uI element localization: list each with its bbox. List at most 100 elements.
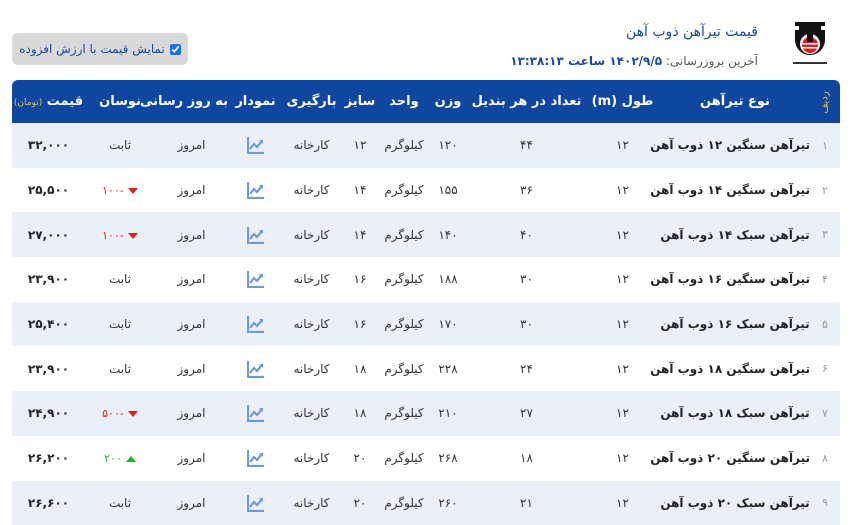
beam-type: تیرآهن سنگین ۱۶ ذوب آهن <box>660 257 810 302</box>
update: امروز <box>155 168 228 213</box>
vat-checkbox[interactable] <box>170 44 181 55</box>
bundle-count: ۳۶ <box>468 168 585 213</box>
length: ۱۲ <box>585 168 660 213</box>
update: امروز <box>155 257 228 302</box>
fluct-down: -۵۰۰ <box>102 407 138 420</box>
size: ۲۰ <box>340 436 380 481</box>
weight: ۱۵۵ <box>428 168 468 213</box>
chart-icon[interactable] <box>247 406 265 420</box>
fluct-flat: ثابت <box>109 362 131 376</box>
col-unit: واحد <box>380 80 428 123</box>
chart-icon[interactable] <box>247 451 265 465</box>
row-index: ۷ <box>810 391 840 436</box>
chart-icon[interactable] <box>247 317 265 331</box>
chart-button[interactable] <box>228 123 283 168</box>
length: ۱۲ <box>585 436 660 481</box>
fluct-up: ۲۰۰ <box>104 452 136 465</box>
update: امروز <box>155 436 228 481</box>
chart-button[interactable] <box>228 481 283 525</box>
col-update: به روز رسانی <box>155 80 228 123</box>
row-index: ۸ <box>810 436 840 481</box>
last-updated-value: ۱۴۰۲/۹/۵ ساعت ۱۳:۳۸:۱۳ <box>510 54 662 68</box>
size: ۱۴ <box>340 168 380 213</box>
unit: کیلوگرم <box>380 212 428 257</box>
length: ۱۲ <box>585 302 660 347</box>
fluctuation: ۲۰۰ <box>85 436 155 481</box>
chart-icon[interactable] <box>247 272 265 286</box>
price: ۲۵,۴۰۰ <box>12 302 85 347</box>
fluct-down: -۱۰۰ <box>102 229 138 242</box>
chart-icon[interactable] <box>247 138 265 152</box>
price: ۲۴,۹۰۰ <box>12 391 85 436</box>
col-count: تعداد در هر بندیل <box>468 80 585 123</box>
fluctuation: ثابت <box>85 123 155 168</box>
fluct-flat: ثابت <box>109 496 131 510</box>
fluct-flat: ثابت <box>109 272 131 286</box>
unit: کیلوگرم <box>380 123 428 168</box>
loading: کارخانه <box>283 168 340 213</box>
bundle-count: ۴۴ <box>468 123 585 168</box>
col-size: سایز <box>340 80 380 123</box>
update: امروز <box>155 212 228 257</box>
update: امروز <box>155 391 228 436</box>
down-arrow-icon <box>128 188 138 194</box>
chart-icon[interactable] <box>247 495 265 509</box>
col-price: قیمت (تومان) <box>12 80 85 123</box>
col-radif: ردیف <box>810 80 840 123</box>
vat-label: نمایش قیمت با ارزش افزوده <box>19 42 165 56</box>
chart-button[interactable] <box>228 168 283 213</box>
vat-toggle[interactable]: نمایش قیمت با ارزش افزوده <box>12 33 188 65</box>
row-index: ۹ <box>810 481 840 525</box>
col-loading: بارگیری <box>283 80 340 123</box>
last-updated: آخرین بروزرسانی: ۱۴۰۲/۹/۵ ساعت ۱۳:۳۸:۱۳ <box>510 54 758 68</box>
chart-icon[interactable] <box>247 183 265 197</box>
length: ۱۲ <box>585 481 660 525</box>
bundle-count: ۲۴ <box>468 346 585 391</box>
row-index: ۲ <box>810 168 840 213</box>
loading: کارخانه <box>283 212 340 257</box>
chart-button[interactable] <box>228 346 283 391</box>
size: ۱۸ <box>340 391 380 436</box>
beam-type: تیرآهن سبک ۱۴ ذوب آهن <box>660 212 810 257</box>
update: امروز <box>155 302 228 347</box>
bundle-count: ۳۰ <box>468 257 585 302</box>
weight: ۱۴۰ <box>428 212 468 257</box>
fluct-flat: ثابت <box>109 317 131 331</box>
loading: کارخانه <box>283 123 340 168</box>
chart-button[interactable] <box>228 436 283 481</box>
fluct-down: -۱۰۰ <box>102 184 138 197</box>
bundle-count: ۲۷ <box>468 391 585 436</box>
chart-button[interactable] <box>228 257 283 302</box>
chart-icon[interactable] <box>247 227 265 241</box>
weight: ۲۱۰ <box>428 391 468 436</box>
beam-type: تیرآهن سنگین ۱۸ ذوب آهن <box>660 346 810 391</box>
length: ۱۲ <box>585 123 660 168</box>
length: ۱۲ <box>585 346 660 391</box>
beam-type: تیرآهن سبک ۱۸ ذوب آهن <box>660 391 810 436</box>
size: ۱۴ <box>340 212 380 257</box>
chart-icon[interactable] <box>247 361 265 375</box>
beam-type: تیرآهن سبک ۲۰ ذوب آهن <box>660 481 810 525</box>
length: ۱۲ <box>585 257 660 302</box>
bundle-count: ۱۸ <box>468 436 585 481</box>
update: امروز <box>155 123 228 168</box>
weight: ۲۶۸ <box>428 436 468 481</box>
weight: ۱۲۰ <box>428 123 468 168</box>
bundle-count: ۲۱ <box>468 481 585 525</box>
beam-type: تیرآهن سنگین ۱۴ ذوب آهن <box>660 168 810 213</box>
unit: کیلوگرم <box>380 436 428 481</box>
fluctuation: -۱۰۰ <box>85 168 155 213</box>
chart-button[interactable] <box>228 302 283 347</box>
price: ۲۵,۵۰۰ <box>12 168 85 213</box>
price: ۲۷,۰۰۰ <box>12 212 85 257</box>
beam-type: تیرآهن سنگین ۱۲ ذوب آهن <box>660 123 810 168</box>
bundle-count: ۴۰ <box>468 212 585 257</box>
row-index: ۱ <box>810 123 840 168</box>
size: ۱۲ <box>340 123 380 168</box>
chart-button[interactable] <box>228 212 283 257</box>
chart-button[interactable] <box>228 391 283 436</box>
col-weight: وزن <box>428 80 468 123</box>
size: ۱۶ <box>340 302 380 347</box>
